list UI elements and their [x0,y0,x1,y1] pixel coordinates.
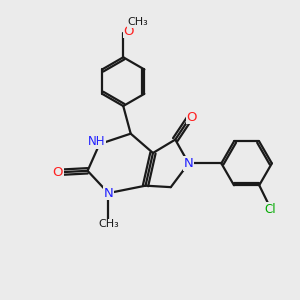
Text: Cl: Cl [265,203,276,216]
Text: CH₃: CH₃ [128,17,148,27]
Text: N: N [103,187,113,200]
Text: NH: NH [88,135,105,148]
Text: O: O [52,166,63,179]
Text: CH₃: CH₃ [98,219,119,229]
Text: N: N [184,157,194,170]
Text: O: O [123,25,134,38]
Text: O: O [186,111,197,124]
